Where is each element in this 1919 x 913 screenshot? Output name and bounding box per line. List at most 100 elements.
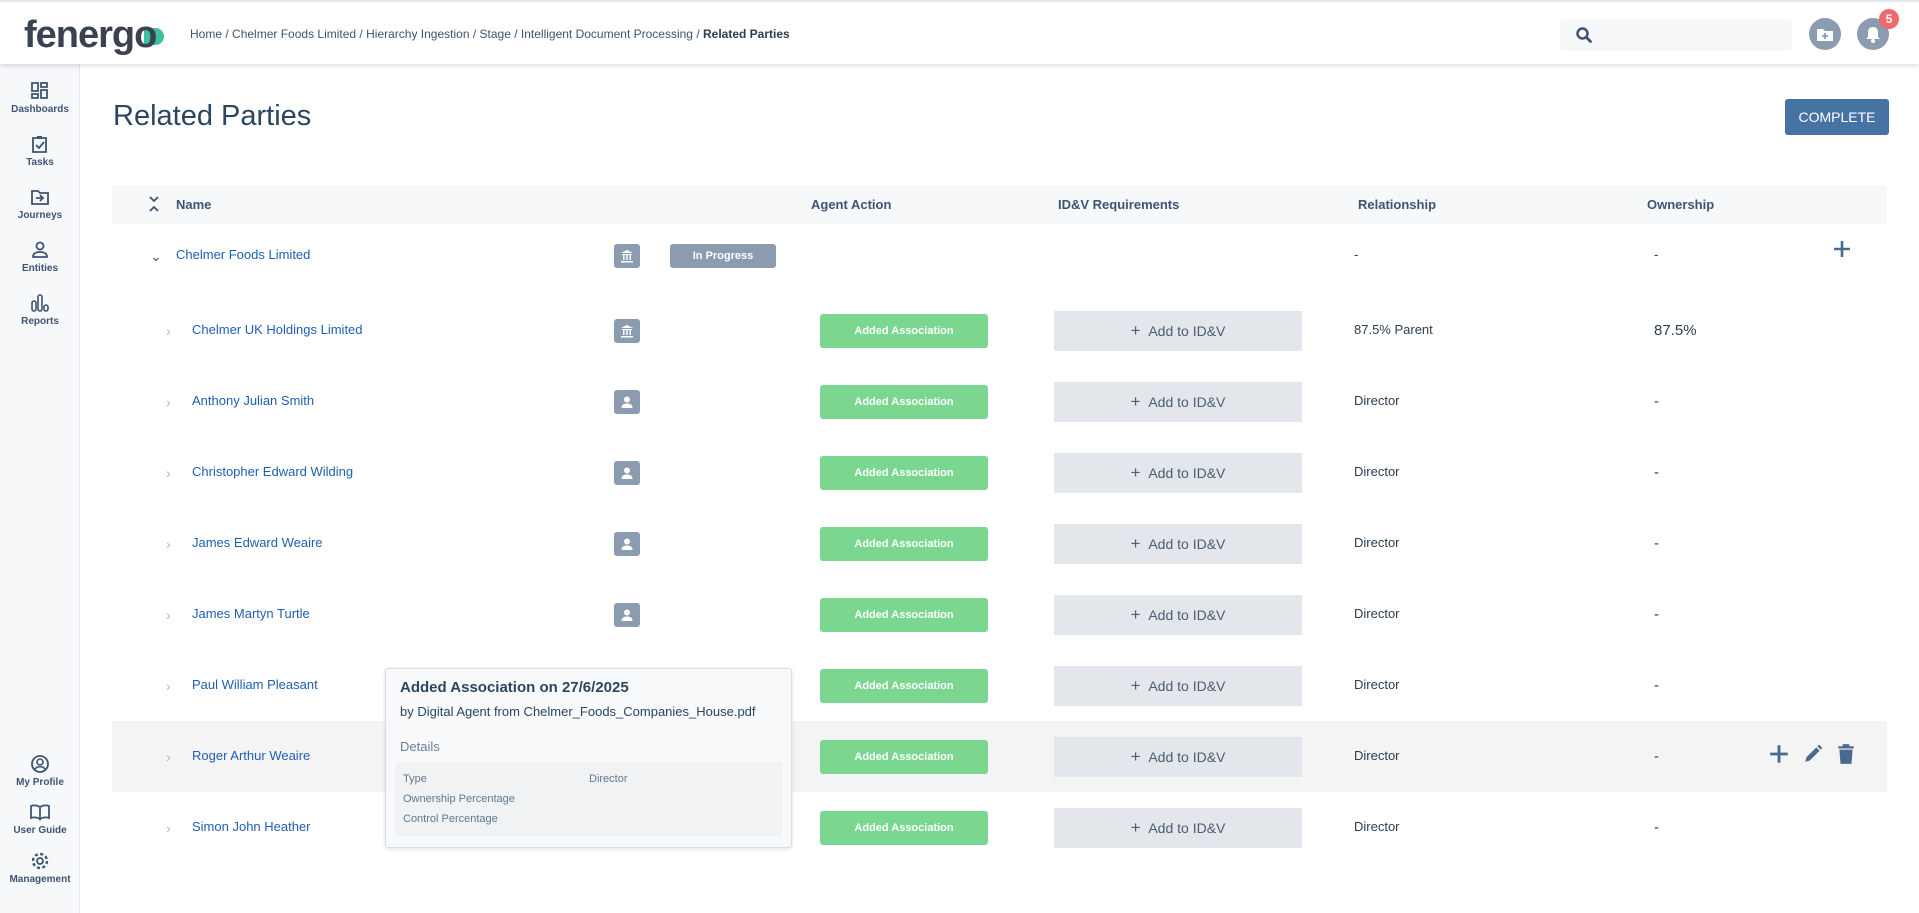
- breadcrumb-current: Related Parties: [703, 27, 790, 41]
- added-association-badge[interactable]: Added Association: [820, 314, 988, 348]
- plus-icon: +: [1130, 534, 1141, 553]
- add-to-idv-button[interactable]: + Add to ID&V: [1054, 666, 1302, 706]
- person-icon: [32, 241, 48, 258]
- plus-icon: +: [1130, 392, 1141, 411]
- sidebar-item-entities[interactable]: Entities: [0, 240, 80, 274]
- add-to-idv-button[interactable]: + Add to ID&V: [1054, 311, 1302, 351]
- company-icon: [614, 319, 640, 343]
- add-to-idv-button[interactable]: + Add to ID&V: [1054, 737, 1302, 777]
- plus-icon: +: [1130, 676, 1141, 695]
- relationship: Director: [1354, 606, 1400, 621]
- entity-name-link[interactable]: Paul William Pleasant: [192, 677, 318, 692]
- sidebar-item-reports[interactable]: Reports: [0, 293, 80, 327]
- entity-name-link[interactable]: Chelmer Foods Limited: [176, 247, 311, 262]
- dashboard-icon: [31, 82, 48, 99]
- added-association-badge[interactable]: Added Association: [820, 811, 988, 845]
- added-association-badge[interactable]: Added Association: [820, 598, 988, 632]
- clipboard-check-icon: [32, 136, 47, 153]
- chevron-right-icon[interactable]: ›: [166, 820, 171, 836]
- search-input[interactable]: [1560, 19, 1792, 51]
- table-row[interactable]: › Chelmer UK Holdings Limited Added Asso…: [112, 295, 1887, 366]
- table-row[interactable]: › Paul William Pleasant Added Associatio…: [112, 650, 1887, 721]
- sidebar-item-dashboards[interactable]: Dashboards: [0, 81, 80, 115]
- chevron-right-icon[interactable]: ›: [166, 678, 171, 694]
- bell-icon: [1866, 26, 1880, 43]
- plus-icon: +: [1130, 605, 1141, 624]
- add-to-idv-button[interactable]: + Add to ID&V: [1054, 382, 1302, 422]
- table-row[interactable]: › Simon John Heather Added Association +…: [112, 792, 1887, 863]
- new-folder-button[interactable]: [1809, 18, 1841, 50]
- relationship: Director: [1354, 677, 1400, 692]
- sidebar-item-tasks[interactable]: Tasks: [0, 134, 80, 168]
- plus-icon: +: [1130, 463, 1141, 482]
- table-row[interactable]: › James Edward Weaire Added Association …: [112, 508, 1887, 579]
- expand-collapse-all-icon[interactable]: [148, 195, 160, 216]
- breadcrumb-item[interactable]: Stage: [479, 27, 511, 41]
- added-association-badge[interactable]: Added Association: [820, 740, 988, 774]
- ownership: -: [1654, 464, 1659, 481]
- added-association-badge[interactable]: Added Association: [820, 527, 988, 561]
- add-to-idv-button[interactable]: + Add to ID&V: [1054, 524, 1302, 564]
- breadcrumb-item[interactable]: Hierarchy Ingestion: [366, 27, 470, 41]
- chevron-right-icon[interactable]: ›: [166, 607, 171, 623]
- search-icon: [1576, 27, 1592, 43]
- chevron-down-icon[interactable]: ⌄: [150, 248, 162, 264]
- delete-icon[interactable]: [1836, 743, 1856, 765]
- chevron-right-icon[interactable]: ›: [166, 749, 171, 765]
- sidebar-item-label: Journeys: [17, 210, 63, 221]
- header-name[interactable]: Name: [176, 197, 212, 212]
- sidebar-item-user-guide[interactable]: User Guide: [0, 802, 80, 836]
- breadcrumb-item[interactable]: Intelligent Document Processing: [520, 27, 693, 41]
- entity-name-link[interactable]: Anthony Julian Smith: [192, 393, 315, 408]
- chevron-right-icon[interactable]: ›: [166, 536, 171, 552]
- breadcrumb: Home / Chelmer Foods Limited / Hierarchy…: [190, 27, 790, 41]
- edit-icon[interactable]: [1802, 743, 1824, 765]
- add-to-idv-button[interactable]: + Add to ID&V: [1054, 453, 1302, 493]
- chevron-right-icon[interactable]: ›: [166, 323, 171, 339]
- table-row[interactable]: › Roger Arthur Weaire Added Association …: [112, 721, 1887, 792]
- ownership: 87.5%: [1654, 322, 1697, 339]
- sidebar-item-label: Tasks: [26, 157, 54, 168]
- ownership: -: [1654, 748, 1659, 765]
- add-to-idv-button[interactable]: + Add to ID&V: [1054, 595, 1302, 635]
- table-row[interactable]: › Christopher Edward Wilding Added Assoc…: [112, 437, 1887, 508]
- folder-plus-icon: [1817, 28, 1833, 41]
- notification-badge: 5: [1879, 9, 1899, 29]
- relationship: Director: [1354, 393, 1400, 408]
- table-row[interactable]: › James Martyn Turtle Added Association …: [112, 579, 1887, 650]
- chevron-right-icon[interactable]: ›: [166, 465, 171, 481]
- entity-name-link[interactable]: Roger Arthur Weaire: [192, 748, 311, 763]
- added-association-badge[interactable]: Added Association: [820, 385, 988, 419]
- association-popover: Added Association on 27/6/2025 by Digita…: [385, 668, 792, 848]
- sidebar-item-journeys[interactable]: Journeys: [0, 187, 80, 221]
- fenergo-logo[interactable]: fenergo: [24, 14, 165, 57]
- gear-icon: [31, 852, 49, 870]
- add-to-idv-label: Add to ID&V: [1148, 323, 1226, 339]
- field-label: Type: [403, 773, 427, 785]
- breadcrumb-item[interactable]: Home: [190, 27, 223, 41]
- entity-name-link[interactable]: James Edward Weaire: [192, 535, 323, 550]
- entity-name-link[interactable]: Chelmer UK Holdings Limited: [192, 322, 363, 337]
- plus-icon: +: [1130, 321, 1141, 340]
- table-row[interactable]: › Anthony Julian Smith Added Association…: [112, 366, 1887, 437]
- breadcrumb-item[interactable]: Chelmer Foods Limited: [232, 27, 357, 41]
- add-to-idv-label: Add to ID&V: [1148, 607, 1226, 623]
- top-header: fenergo Home / Chelmer Foods Limited / H…: [0, 0, 1919, 64]
- added-association-badge[interactable]: Added Association: [820, 669, 988, 703]
- entity-name-link[interactable]: James Martyn Turtle: [192, 606, 310, 621]
- entity-name-link[interactable]: Simon John Heather: [192, 819, 311, 834]
- sidebar-item-management[interactable]: Management: [0, 851, 80, 885]
- add-icon[interactable]: [1832, 239, 1852, 262]
- complete-button[interactable]: COMPLETE: [1785, 99, 1889, 135]
- relationship: 87.5% Parent: [1354, 322, 1433, 337]
- added-association-badge[interactable]: Added Association: [820, 456, 988, 490]
- sidebar-item-my-profile[interactable]: My Profile: [0, 754, 80, 788]
- status-badge: In Progress: [670, 244, 776, 268]
- field-value: Director: [589, 773, 628, 785]
- add-icon[interactable]: [1768, 743, 1790, 765]
- chevron-right-icon[interactable]: ›: [166, 394, 171, 410]
- add-to-idv-button[interactable]: + Add to ID&V: [1054, 808, 1302, 848]
- plus-icon: +: [1130, 818, 1141, 837]
- add-to-idv-label: Add to ID&V: [1148, 820, 1226, 836]
- entity-name-link[interactable]: Christopher Edward Wilding: [192, 464, 354, 479]
